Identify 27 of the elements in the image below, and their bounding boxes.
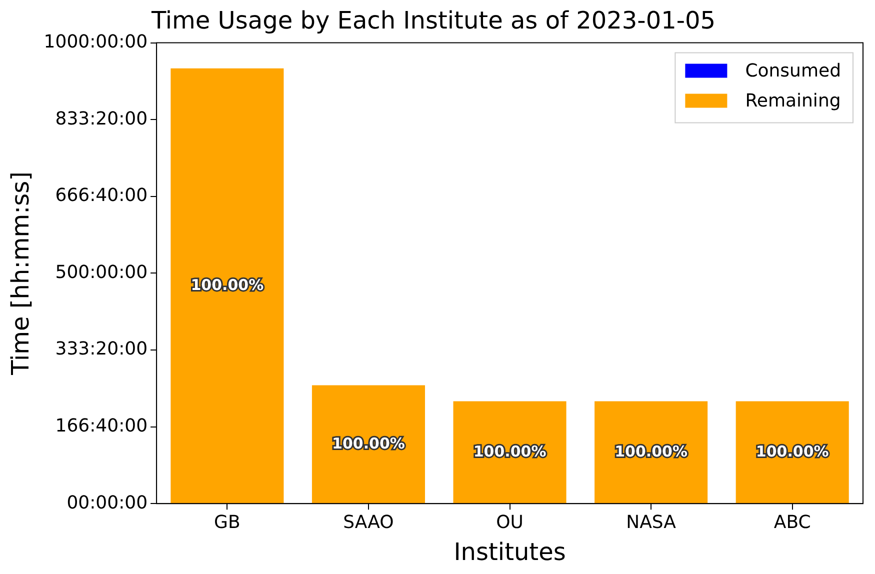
y-tick-label: 500:00:00 (55, 262, 148, 283)
annotation: 100.00% (614, 442, 688, 460)
y-tick-label: 333:20:00 (55, 338, 148, 360)
bar (594, 401, 708, 504)
x-tick-label: SAAO (343, 512, 394, 534)
x-tick-label: GB (214, 512, 240, 534)
chart-title: Time Usage by Each Institute as of 2023-01-05 (150, 6, 716, 35)
annotation: 100.00% (756, 442, 829, 460)
y-tick-label: 00:00:00 (66, 492, 148, 514)
x-tick-label: ABC (774, 512, 811, 534)
y-tick-label: 833:20:00 (55, 108, 148, 130)
y-axis-title: Time [hh:mm:ss] (6, 171, 35, 376)
y-tick-label: 1000:00:00 (44, 31, 148, 52)
y-tick-label: 166:40:00 (55, 415, 148, 436)
legend-label: Remaining (745, 90, 841, 112)
legend-label: Consumed (745, 60, 842, 82)
y-tick-label: 666:40:00 (55, 185, 148, 206)
x-axis-title: Institutes (454, 538, 566, 566)
bar (312, 385, 425, 504)
x-tick-label: OU (496, 512, 524, 534)
annotation: 100.00% (332, 434, 405, 452)
x-tick-label: NASA (626, 512, 677, 534)
bar (736, 401, 849, 504)
annotation: 100.00% (190, 276, 264, 294)
annotation: 100.00% (473, 442, 546, 460)
bar (453, 401, 566, 504)
bar (170, 68, 284, 504)
